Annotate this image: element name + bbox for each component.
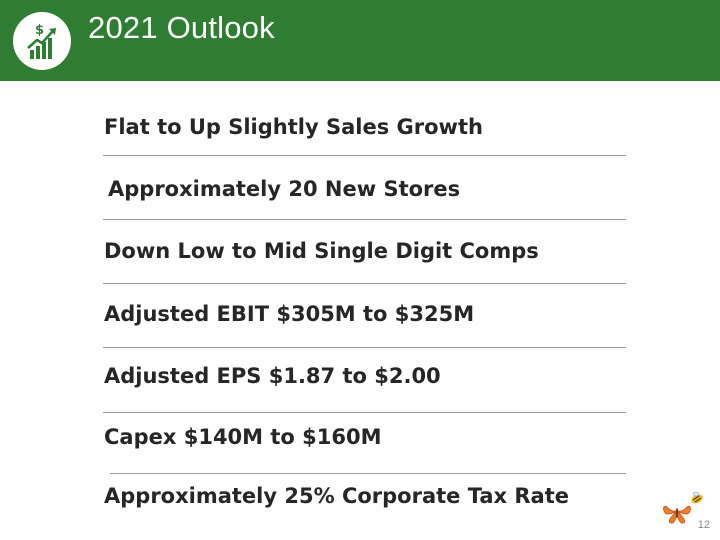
divider xyxy=(110,473,626,474)
svg-text:$: $ xyxy=(35,23,44,38)
money-growth-chart-icon: $ xyxy=(13,12,71,70)
header-bar: $ 2021 Outlook xyxy=(0,0,720,81)
outlook-item-ebit: Adjusted EBIT $305M to $325M xyxy=(104,302,475,326)
butterfly-bee-logo-icon xyxy=(660,490,708,535)
outlook-item-eps: Adjusted EPS $1.87 to $2.00 xyxy=(104,364,441,388)
divider xyxy=(103,283,626,284)
outlook-item-capex: Capex $140M to $160M xyxy=(104,425,382,449)
divider xyxy=(103,412,626,413)
page-title: 2021 Outlook xyxy=(88,10,275,45)
divider xyxy=(103,155,626,156)
divider xyxy=(103,219,626,220)
outlook-item-new-stores: Approximately 20 New Stores xyxy=(108,177,461,201)
divider xyxy=(103,347,626,348)
outlook-item-sales-growth: Flat to Up Slightly Sales Growth xyxy=(104,115,483,139)
page-number: 12 xyxy=(697,519,710,531)
outlook-item-comps: Down Low to Mid Single Digit Comps xyxy=(104,239,539,263)
outlook-item-tax-rate: Approximately 25% Corporate Tax Rate xyxy=(104,484,569,508)
